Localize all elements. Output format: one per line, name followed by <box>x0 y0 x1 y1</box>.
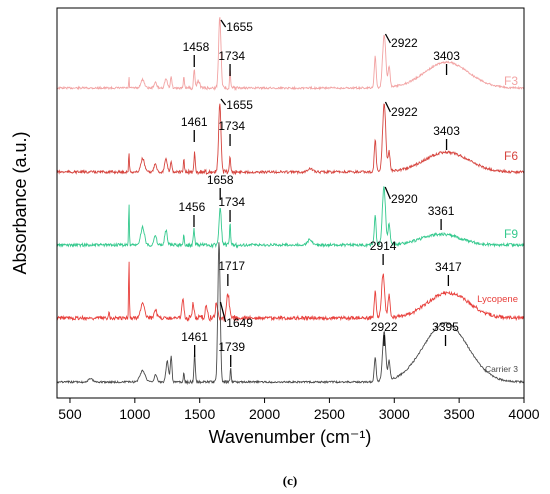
peak-label: 2920 <box>391 192 418 206</box>
series-line <box>56 103 525 176</box>
peak-label: 3403 <box>433 124 460 138</box>
series-label: Carrier 3 <box>485 364 518 374</box>
x-axis: 500 1000 1500 2000 2500 3000 3500 4000 <box>58 398 540 422</box>
peak-leader-line <box>384 101 391 113</box>
series-line <box>56 242 524 386</box>
series-line <box>56 17 525 92</box>
peak-annotations: 1458 1655 1734 2922 3403 1461 1655 1734 2922 3403… <box>179 19 462 367</box>
peak-label: 1739 <box>218 340 245 354</box>
series-line <box>56 186 525 249</box>
peak-label: 3417 <box>435 260 462 274</box>
peak-label: 2914 <box>370 239 397 253</box>
peak-label: 1658 <box>207 173 234 187</box>
peak-label: 1456 <box>179 200 206 214</box>
peak-label: 1655 <box>226 20 253 34</box>
peak-leader-line <box>219 301 227 323</box>
peak-label: 2922 <box>391 105 418 119</box>
series-label: F9 <box>504 227 518 241</box>
peak-label: 1655 <box>226 98 253 112</box>
series-label: F3 <box>504 74 518 88</box>
peak-label: 3361 <box>428 204 455 218</box>
peak-leader-line <box>220 19 227 28</box>
x-tick-label: 2000 <box>249 406 280 422</box>
x-tick-label: 3500 <box>444 406 475 422</box>
peak-leader-line <box>384 33 391 44</box>
peak-label: 1734 <box>218 195 245 209</box>
peak-leader-line <box>384 186 391 200</box>
series-label: F6 <box>504 149 518 163</box>
peak-label: 1461 <box>181 330 208 344</box>
series-labels: F3 F6 F9 Lycopene Carrier 3 <box>477 74 518 374</box>
figure-caption: (c) <box>283 473 297 488</box>
peak-label: 2922 <box>391 36 418 50</box>
peak-label: 1461 <box>181 115 208 129</box>
spectra-curves <box>56 17 525 386</box>
peak-label: 3395 <box>432 320 459 334</box>
plot-frame <box>56 7 525 399</box>
x-tick-label: 500 <box>58 406 82 422</box>
x-tick-label: 4000 <box>508 406 539 422</box>
peak-label: 3403 <box>433 49 460 63</box>
peak-label: 2922 <box>371 320 398 334</box>
peak-label: 1734 <box>218 119 245 133</box>
peak-label: 1734 <box>218 49 245 63</box>
x-tick-label: 2500 <box>314 406 345 422</box>
x-tick-label: 1500 <box>184 406 215 422</box>
series-label: Lycopene <box>477 294 518 305</box>
x-axis-title: Wavenumber (cm⁻¹) <box>209 427 372 447</box>
peak-label: 1458 <box>183 40 210 54</box>
series-line <box>56 261 525 323</box>
x-tick-label: 3000 <box>379 406 410 422</box>
peak-label: 1649 <box>226 316 253 330</box>
peak-label: 1717 <box>218 259 245 273</box>
y-axis-title: Absorbance (a.u.) <box>10 131 30 274</box>
peak-leader-line <box>220 98 227 106</box>
x-tick-label: 1000 <box>119 406 150 422</box>
